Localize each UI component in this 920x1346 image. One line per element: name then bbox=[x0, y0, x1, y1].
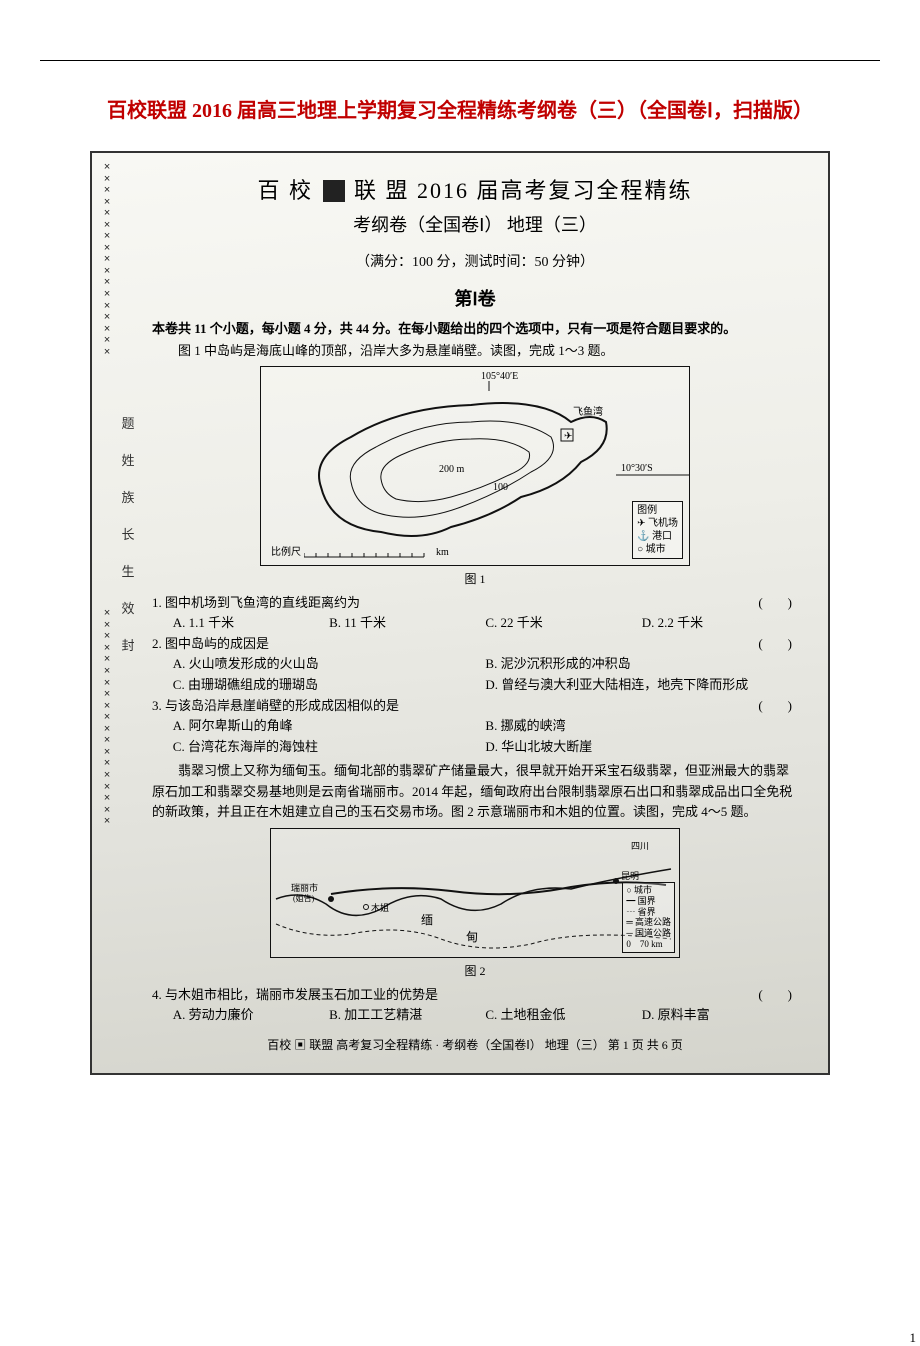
svg-text:瑞丽市: 瑞丽市 bbox=[291, 882, 318, 893]
svg-text:10°30′S: 10°30′S bbox=[621, 463, 653, 474]
option: C. 由珊瑚礁组成的珊瑚岛 bbox=[173, 675, 486, 696]
q4-options: A. 劳动力廉价 B. 加工工艺精湛 C. 土地租金低 D. 原料丰富 bbox=[152, 1005, 798, 1026]
fig1-intro: 图 1 中岛屿是海底山峰的顶部，沿岸大多为悬崖峭壁。读图，完成 1～3 题。 bbox=[152, 341, 798, 361]
q2-options: A. 火山喷发形成的火山岛 B. 泥沙沉积形成的冲积岛 C. 由珊瑚礁组成的珊瑚… bbox=[152, 654, 798, 696]
option: B. 挪威的峡湾 bbox=[485, 716, 798, 737]
svg-text:100: 100 bbox=[493, 482, 508, 493]
answer-blank: ( ) bbox=[758, 985, 798, 1005]
yunnan-map-svg: 瑞丽市 (姐告) 木姐 昆明 四川 缅 甸 bbox=[271, 829, 681, 959]
svg-text:木姐: 木姐 bbox=[371, 902, 389, 913]
fig1-legend: 图例 ✈ 飞机场 ⚓ 港口 ○ 城市 bbox=[632, 501, 683, 559]
svg-text:(姐告): (姐告) bbox=[293, 893, 315, 903]
option: A. 火山喷发形成的火山岛 bbox=[173, 654, 486, 675]
question-3: 3. 与该岛沿岸悬崖峭壁的形成成因相似的是 ( ) bbox=[152, 696, 798, 716]
svg-text:200 m: 200 m bbox=[439, 464, 465, 475]
question-4: 4. 与木姐市相比，瑞丽市发展玉石加工业的优势是 ( ) bbox=[152, 985, 798, 1005]
side-label: 长 bbox=[118, 524, 138, 543]
side-label: 题 bbox=[118, 413, 138, 432]
answer-blank: ( ) bbox=[758, 593, 798, 613]
scanned-page: ××××××××××××××××× ××××××××××××××××××× 题 … bbox=[90, 151, 830, 1075]
legend-title: 图例 bbox=[637, 504, 678, 517]
side-label-column: 题 姓 族 长 生 效 封 bbox=[118, 413, 138, 654]
side-label: 姓 bbox=[118, 450, 138, 469]
fig2-caption: 图 2 bbox=[152, 962, 798, 979]
option: D. 原料丰富 bbox=[642, 1005, 798, 1026]
section-instruction: 本卷共 11 个小题，每小题 4 分，共 44 分。在每小题给出的四个选项中，只… bbox=[152, 319, 798, 339]
svg-text:甸: 甸 bbox=[466, 930, 478, 944]
scan-footer: 百校 ▣ 联盟 高考复习全程精练 · 考纲卷（全国卷Ⅰ） 地理（三） 第 1 页… bbox=[152, 1036, 798, 1053]
answer-blank: ( ) bbox=[758, 696, 798, 716]
exam-subtitle: 考纲卷（全国卷Ⅰ） 地理（三） bbox=[152, 211, 798, 237]
option: D. 华山北坡大断崖 bbox=[485, 737, 798, 758]
option: C. 22 千米 bbox=[485, 613, 641, 634]
banner-left: 百 校 bbox=[257, 178, 313, 203]
svg-text:飞鱼湾: 飞鱼湾 bbox=[573, 405, 603, 418]
side-label: 封 bbox=[118, 635, 138, 654]
svg-text:缅: 缅 bbox=[421, 913, 433, 927]
logo-icon bbox=[323, 180, 345, 202]
svg-text:昆明: 昆明 bbox=[621, 871, 639, 881]
q1-options: A. 1.1 千米 B. 11 千米 C. 22 千米 D. 2.2 千米 bbox=[152, 613, 798, 634]
option: C. 台湾花东海岸的海蚀柱 bbox=[173, 737, 486, 758]
option: D. 2.2 千米 bbox=[642, 613, 798, 634]
option: A. 1.1 千米 bbox=[173, 613, 329, 634]
document-title: 百校联盟 2016 届高三地理上学期复习全程精练考纲卷（三）（全国卷Ⅰ，扫描版） bbox=[40, 91, 880, 131]
option: D. 曾经与澳大利亚大陆相连，地壳下降而形成 bbox=[485, 675, 798, 696]
fig2-legend: ○ 城市 ━ 国界 ┄ 省界 ═ 高速公路 ─ 国道公路 0 70 km bbox=[622, 882, 675, 953]
question-1: 1. 图中机场到飞鱼湾的直线距离约为 ( ) bbox=[152, 593, 798, 613]
banner-right: 联 盟 2016 届高考复习全程精练 bbox=[354, 178, 693, 203]
question-2: 2. 图中岛屿的成因是 ( ) bbox=[152, 634, 798, 654]
option: B. 11 千米 bbox=[329, 613, 485, 634]
binding-marks: ××××××××××××××××× ××××××××××××××××××× bbox=[100, 163, 114, 1063]
side-label: 生 bbox=[118, 561, 138, 580]
svg-text:✈: ✈ bbox=[564, 431, 572, 442]
q3-options: A. 阿尔卑斯山的角峰 B. 挪威的峡湾 C. 台湾花东海岸的海蚀柱 D. 华山… bbox=[152, 716, 798, 758]
passage-2: 翡翠习惯上又称为缅甸玉。缅甸北部的翡翠矿产储量最大，很早就开始开采宝石级翡翠，但… bbox=[152, 761, 798, 821]
answer-blank: ( ) bbox=[758, 634, 798, 654]
option: A. 阿尔卑斯山的角峰 bbox=[173, 716, 486, 737]
option: B. 泥沙沉积形成的冲积岛 bbox=[485, 654, 798, 675]
exam-banner: 百 校 联 盟 2016 届高考复习全程精练 bbox=[152, 173, 798, 205]
svg-text:四川: 四川 bbox=[631, 841, 649, 851]
side-label: 族 bbox=[118, 487, 138, 506]
figure-1: 105°40′E 200 m 100 飞鱼湾 ✈ 10°30′S 图例 ✈ 飞机… bbox=[260, 366, 690, 566]
section-heading: 第Ⅰ卷 bbox=[152, 285, 798, 311]
fig1-scale: 比例尺 km bbox=[271, 543, 449, 559]
option: C. 土地租金低 bbox=[485, 1005, 641, 1026]
top-rule bbox=[40, 60, 880, 61]
side-label: 效 bbox=[118, 598, 138, 617]
option: A. 劳动力廉价 bbox=[173, 1005, 329, 1026]
page-number: 1 bbox=[910, 1330, 917, 1346]
figure-2: 瑞丽市 (姐告) 木姐 昆明 四川 缅 甸 ○ 城市 ━ 国界 ┄ 省界 ═ 高… bbox=[270, 828, 680, 958]
score-line: （满分：100 分，测试时间：50 分钟） bbox=[152, 251, 798, 271]
lon-label: 105°40′E bbox=[481, 371, 518, 382]
island-map-svg: 105°40′E 200 m 100 飞鱼湾 ✈ 10°30′S bbox=[261, 367, 691, 567]
fig1-caption: 图 1 bbox=[152, 570, 798, 587]
option: B. 加工工艺精湛 bbox=[329, 1005, 485, 1026]
